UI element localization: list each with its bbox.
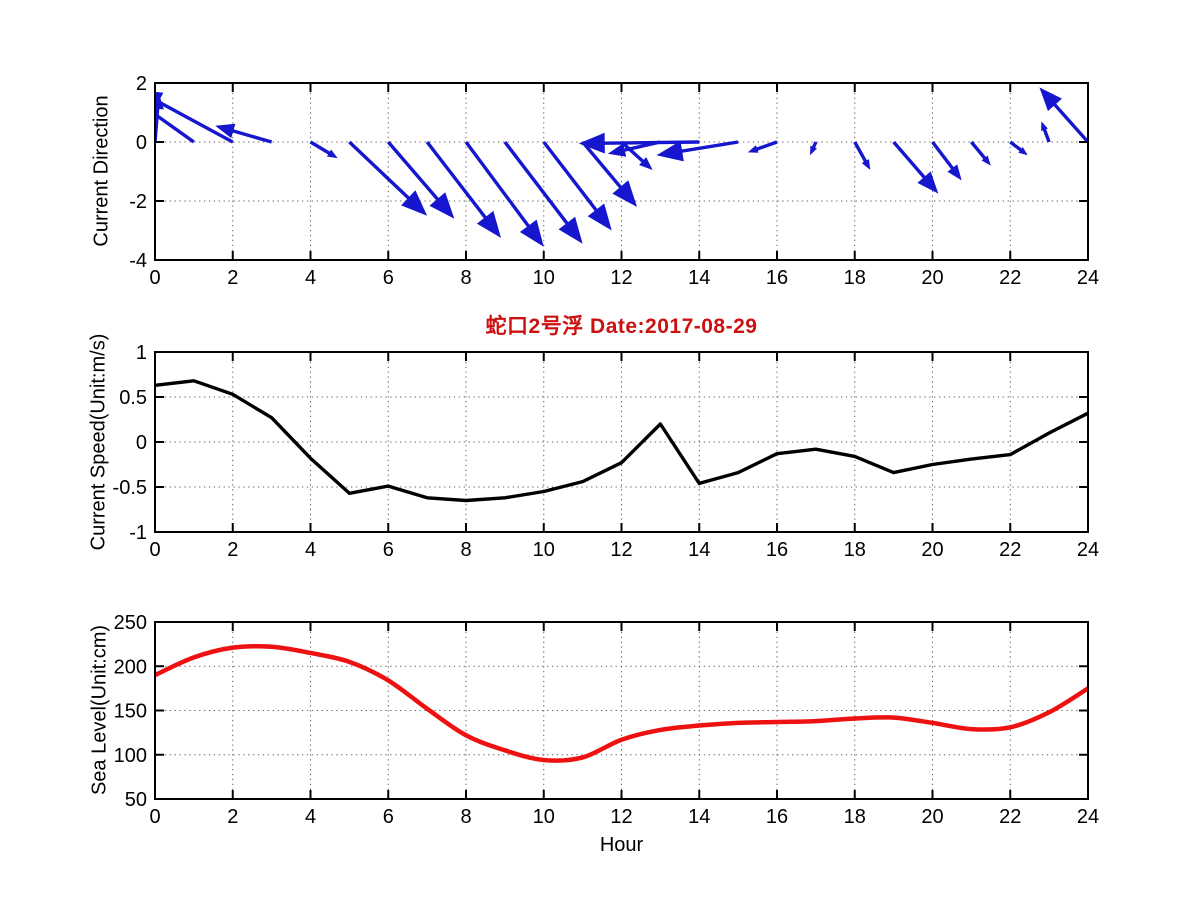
y-tick-label: 0.5 xyxy=(119,387,147,409)
y-tick-label: 1 xyxy=(136,342,147,364)
y-tick-label: -0.5 xyxy=(113,477,147,499)
x-tick-label: 8 xyxy=(460,806,471,828)
x-tick-label: 14 xyxy=(688,806,710,828)
x-tick-label: 8 xyxy=(460,539,471,561)
x-tick-label: 16 xyxy=(766,806,788,828)
current-arrow xyxy=(348,140,428,216)
figure-title: 蛇口2号浮 Date:2017-08-29 xyxy=(485,315,758,338)
x-tick-label: 20 xyxy=(921,806,943,828)
current-arrow xyxy=(386,140,455,219)
x-tick-label: 18 xyxy=(844,267,866,289)
x-tick-label: 14 xyxy=(688,267,710,289)
current-arrow xyxy=(155,91,234,144)
current-arrow xyxy=(309,140,338,159)
x-tick-label: 20 xyxy=(921,539,943,561)
y-tick-label: 100 xyxy=(114,745,147,767)
x-tick-label: 8 xyxy=(460,267,471,289)
y-tick-label: 250 xyxy=(114,612,147,634)
x-tick-label: 12 xyxy=(610,539,632,561)
y-tick-label: -4 xyxy=(129,250,147,272)
axes-box xyxy=(154,351,1089,533)
x-tick-label: 18 xyxy=(844,806,866,828)
xlabel-hour: Hour xyxy=(599,834,644,856)
y-tick-label: 2 xyxy=(136,73,147,95)
x-tick-label: 16 xyxy=(766,539,788,561)
x-tick-label: 22 xyxy=(999,539,1021,561)
y-tick-label: 150 xyxy=(114,701,147,723)
x-tick-label: 24 xyxy=(1077,806,1099,828)
current-arrow xyxy=(656,140,739,162)
x-tick-label: 10 xyxy=(533,806,555,828)
x-tick-label: 4 xyxy=(305,539,316,561)
x-tick-label: 2 xyxy=(227,267,238,289)
x-tick-label: 22 xyxy=(999,267,1021,289)
x-tick-label: 4 xyxy=(305,267,316,289)
x-tick-label: 24 xyxy=(1077,267,1099,289)
x-tick-label: 20 xyxy=(921,267,943,289)
current-arrow xyxy=(215,123,273,144)
x-tick-label: 24 xyxy=(1077,539,1099,561)
x-tick-label: 10 xyxy=(533,267,555,289)
x-tick-label: 4 xyxy=(305,806,316,828)
y-tick-label: 200 xyxy=(114,656,147,678)
current-arrow xyxy=(503,140,583,244)
x-tick-label: 0 xyxy=(149,267,160,289)
current-arrow xyxy=(620,140,653,171)
x-tick-label: 6 xyxy=(383,539,394,561)
y-tick-label: 0 xyxy=(136,432,147,454)
current-arrow xyxy=(1009,140,1028,156)
x-tick-label: 18 xyxy=(844,539,866,561)
current-arrow xyxy=(970,140,991,166)
sea-level-line xyxy=(155,643,1088,763)
x-tick-label: 6 xyxy=(383,806,394,828)
x-tick-label: 0 xyxy=(149,539,160,561)
y-tick-label: -2 xyxy=(129,191,147,213)
x-tick-label: 22 xyxy=(999,806,1021,828)
x-tick-label: 14 xyxy=(688,539,710,561)
current-arrow xyxy=(853,141,871,171)
current-arrow xyxy=(578,132,700,154)
y-tick-label: -1 xyxy=(129,522,147,544)
x-tick-label: 2 xyxy=(227,806,238,828)
current-arrow xyxy=(747,140,778,153)
current-arrow xyxy=(810,141,818,156)
y-tick-label: 50 xyxy=(125,789,147,811)
current-arrow xyxy=(1039,87,1088,144)
current-arrow xyxy=(581,140,638,207)
current-arrow xyxy=(464,140,544,247)
x-tick-label: 6 xyxy=(383,267,394,289)
x-tick-label: 12 xyxy=(610,806,632,828)
current-speed-line xyxy=(155,379,1088,503)
axes-box xyxy=(154,621,1089,800)
current-arrow xyxy=(892,140,939,194)
y-tick-label: 0 xyxy=(136,132,147,154)
x-tick-label: 16 xyxy=(766,267,788,289)
x-tick-label: 0 xyxy=(149,806,160,828)
current-arrow xyxy=(542,140,612,231)
x-tick-label: 12 xyxy=(610,267,632,289)
x-tick-label: 2 xyxy=(227,539,238,561)
current-arrow xyxy=(425,140,501,238)
x-tick-label: 10 xyxy=(533,539,555,561)
current-arrow xyxy=(931,140,962,181)
axes-box xyxy=(154,82,1089,261)
current-arrow xyxy=(1041,121,1051,143)
